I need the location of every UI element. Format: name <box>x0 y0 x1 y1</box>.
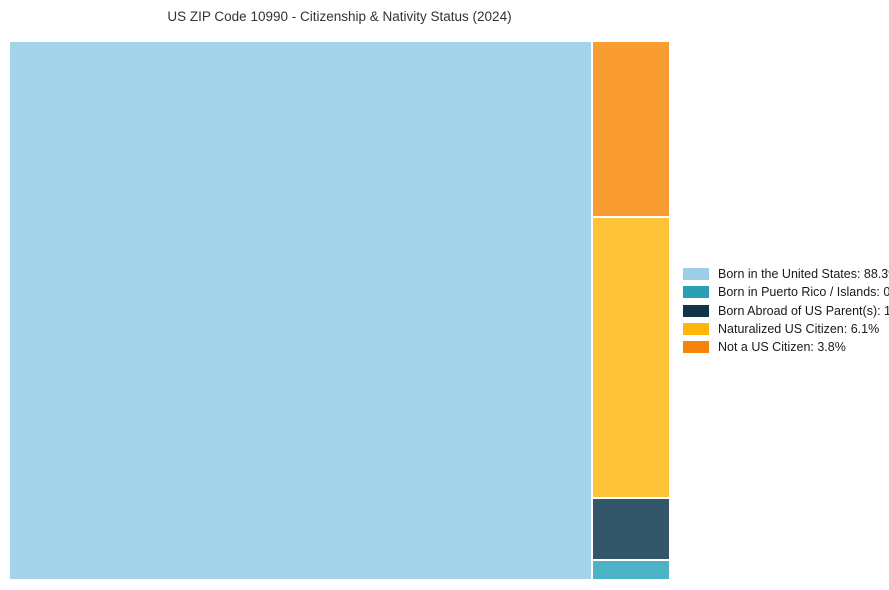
legend-swatch-icon <box>683 304 709 317</box>
legend-swatch-icon <box>683 341 709 354</box>
treemap-tile-naturalized-us-citizen <box>592 217 669 498</box>
legend-item-born-in-the-united-states: Born in the United States: 88.3% <box>683 265 889 283</box>
legend-swatch-icon <box>683 286 709 299</box>
legend-label: Born Abroad of US Parent(s): 1.3% <box>718 303 889 318</box>
chart-legend: Born in the United States: 88.3% Born in … <box>683 265 889 357</box>
treemap-tile-born-abroad-of-us-parent-s <box>592 499 669 559</box>
legend-swatch-icon <box>683 323 709 336</box>
treemap-plot <box>10 42 669 579</box>
legend-label: Not a US Citizen: 3.8% <box>718 340 846 355</box>
legend-label: Born in Puerto Rico / Islands: 0.4% <box>718 285 889 300</box>
treemap-tile-born-in-puerto-rico-islands <box>592 560 669 579</box>
legend-swatch-icon <box>683 268 709 281</box>
legend-item-born-abroad-of-us-parent-s: Born Abroad of US Parent(s): 1.3% <box>683 302 889 320</box>
legend-item-naturalized-us-citizen: Naturalized US Citizen: 6.1% <box>683 320 889 338</box>
legend-label: Naturalized US Citizen: 6.1% <box>718 322 880 337</box>
treemap-tile-not-a-us-citizen <box>592 42 669 216</box>
treemap-tile-born-in-the-united-states <box>10 42 591 579</box>
legend-item-not-a-us-citizen: Not a US Citizen: 3.8% <box>683 338 889 356</box>
legend-label: Born in the United States: 88.3% <box>718 267 889 282</box>
chart-title: US ZIP Code 10990 - Citizenship & Nativi… <box>167 9 512 24</box>
legend-item-born-in-puerto-rico-islands: Born in Puerto Rico / Islands: 0.4% <box>683 283 889 301</box>
